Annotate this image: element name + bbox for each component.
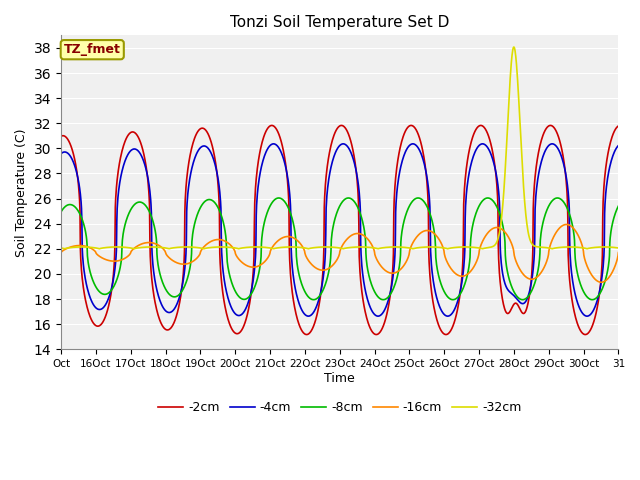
-2cm — [316, 302, 323, 308]
-4cm — [294, 295, 301, 301]
-32cm — [614, 245, 622, 251]
-4cm — [444, 313, 452, 319]
-8cm — [449, 297, 457, 302]
-16cm — [305, 258, 313, 264]
-8cm — [123, 216, 131, 222]
-8cm — [316, 294, 323, 300]
-16cm — [563, 222, 570, 228]
-2cm — [57, 133, 65, 139]
-2cm — [477, 122, 484, 128]
-8cm — [554, 195, 561, 201]
-4cm — [305, 313, 313, 319]
-2cm — [305, 331, 313, 336]
-16cm — [597, 279, 605, 285]
-4cm — [57, 151, 65, 156]
-16cm — [294, 238, 301, 243]
Y-axis label: Soil Temperature (C): Soil Temperature (C) — [15, 128, 28, 257]
-4cm — [548, 141, 556, 147]
Line: -4cm: -4cm — [61, 144, 618, 316]
-32cm — [57, 245, 65, 251]
-2cm — [374, 331, 382, 337]
Line: -32cm: -32cm — [61, 47, 618, 249]
Line: -8cm: -8cm — [61, 198, 618, 300]
-2cm — [614, 123, 622, 129]
-4cm — [614, 143, 622, 148]
-4cm — [123, 154, 131, 159]
-4cm — [374, 313, 382, 319]
Legend: -2cm, -4cm, -8cm, -16cm, -32cm: -2cm, -4cm, -8cm, -16cm, -32cm — [153, 396, 526, 420]
-8cm — [305, 295, 313, 300]
-8cm — [374, 294, 382, 300]
-2cm — [294, 317, 301, 323]
-2cm — [582, 332, 589, 337]
Line: -2cm: -2cm — [61, 125, 618, 335]
-32cm — [294, 244, 301, 250]
-16cm — [100, 256, 108, 262]
Title: Tonzi Soil Temperature Set D: Tonzi Soil Temperature Set D — [230, 15, 449, 30]
-16cm — [123, 254, 131, 260]
Text: TZ_fmet: TZ_fmet — [64, 43, 121, 56]
-2cm — [123, 134, 131, 140]
-32cm — [548, 246, 556, 252]
-8cm — [614, 203, 622, 209]
X-axis label: Time: Time — [324, 372, 355, 385]
-16cm — [57, 250, 65, 255]
Line: -16cm: -16cm — [61, 225, 618, 282]
-32cm — [305, 246, 313, 252]
-8cm — [57, 209, 65, 215]
-8cm — [294, 264, 301, 269]
-32cm — [374, 246, 382, 252]
-4cm — [316, 296, 323, 301]
-16cm — [374, 259, 382, 265]
-32cm — [123, 245, 131, 251]
-16cm — [614, 250, 622, 255]
-32cm — [510, 44, 518, 50]
-2cm — [100, 317, 108, 323]
-16cm — [316, 267, 323, 273]
-32cm — [100, 245, 108, 251]
-4cm — [100, 304, 108, 310]
-32cm — [316, 244, 323, 250]
-8cm — [100, 291, 108, 297]
